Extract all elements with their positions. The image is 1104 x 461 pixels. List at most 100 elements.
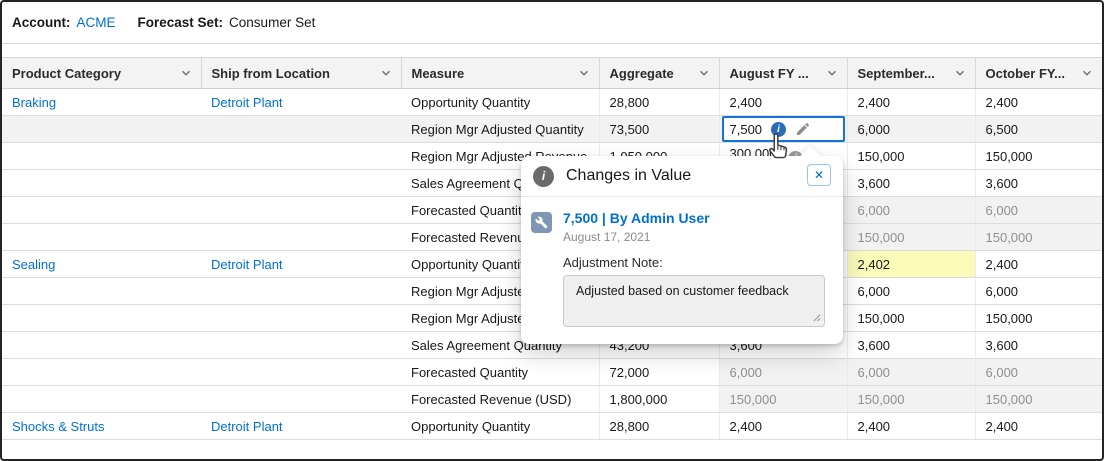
close-icon[interactable]: ✕: [807, 164, 831, 186]
aggregate-cell[interactable]: 28,800: [598, 88, 719, 116]
product-cell: [2, 142, 201, 170]
aggregate-cell[interactable]: 1,800,000: [598, 385, 719, 413]
product-cell: [2, 223, 201, 251]
chevron-down-icon[interactable]: [577, 66, 591, 80]
col-label: September...: [857, 65, 935, 81]
location-cell: [201, 385, 401, 413]
aggregate-cell[interactable]: 28,800: [598, 412, 719, 440]
chevron-down-icon[interactable]: [179, 66, 193, 80]
month-cell[interactable]: 3,600: [974, 169, 1102, 197]
location-cell: [201, 304, 401, 332]
change-entry: 7,500 | By Admin User August 17, 2021 Ad…: [563, 210, 825, 332]
adjustment-note-label: Adjustment Note:: [563, 255, 663, 270]
month-cell[interactable]: 3,600: [846, 331, 975, 359]
month-cell[interactable]: 150,000: [846, 142, 975, 170]
popover-body: 7,500 | By Admin User August 17, 2021 Ad…: [521, 197, 843, 332]
table-row: Forecasted Revenue (USD) 1,800,000 150,0…: [2, 385, 1102, 413]
aggregate-cell[interactable]: 73,500: [598, 115, 719, 143]
measure-cell: Forecasted Quantity: [401, 358, 599, 386]
table-row: Region Mgr Adjusted Revenue 1,950,000 30…: [2, 142, 1102, 170]
table-row: Braking Detroit Plant Opportunity Quanti…: [2, 88, 1102, 116]
location-cell: [201, 169, 401, 197]
pencil-icon[interactable]: [795, 121, 811, 137]
location-link[interactable]: Detroit Plant: [201, 88, 401, 116]
month-cell[interactable]: 2,400: [846, 88, 975, 116]
hand-cursor: [769, 133, 788, 159]
forecast-set-label: Forecast Set:: [137, 15, 224, 30]
product-cell: [2, 196, 201, 224]
readonly-month-cell: 150,000: [846, 223, 975, 251]
chevron-down-icon[interactable]: [1080, 66, 1094, 80]
col-label: August FY ...: [729, 65, 809, 81]
readonly-month-cell: 150,000: [718, 385, 847, 413]
measure-cell: Opportunity Quantity: [401, 88, 599, 116]
chevron-down-icon[interactable]: [697, 66, 711, 80]
month-cell[interactable]: 2,400: [718, 88, 847, 116]
account-label: Account:: [12, 15, 71, 30]
aggregate-cell[interactable]: 72,000: [598, 358, 719, 386]
product-link[interactable]: Braking: [2, 88, 201, 116]
change-value-link[interactable]: 7,500 | By Admin User: [563, 210, 710, 226]
month-cell[interactable]: 2,400: [974, 250, 1102, 278]
col-measure: Measure: [400, 57, 599, 89]
month-cell[interactable]: 3,600: [974, 331, 1102, 359]
location-cell: [201, 196, 401, 224]
product-link[interactable]: Sealing: [2, 250, 201, 278]
readonly-month-cell: 6,000: [974, 196, 1102, 224]
product-link[interactable]: Shocks & Struts: [2, 412, 201, 440]
popover-title: Changes in Value: [566, 167, 692, 184]
forecast-set-value: Consumer Set: [229, 15, 316, 30]
col-august: August FY ...: [718, 57, 847, 89]
context-bar: Account: ACME Forecast Set: Consumer Set: [2, 2, 1102, 44]
col-ship-from-location: Ship from Location: [200, 57, 401, 89]
col-label: Product Category: [12, 65, 122, 81]
product-cell: [2, 385, 201, 413]
resize-handle-icon[interactable]: [812, 313, 821, 322]
month-cell[interactable]: 2,400: [718, 412, 847, 440]
col-aggregate: Aggregate: [598, 57, 719, 89]
col-label: Ship from Location: [211, 65, 330, 81]
adjusted-month-cell[interactable]: 2,402: [846, 250, 975, 278]
month-cell[interactable]: 6,000: [846, 277, 975, 305]
readonly-month-cell: 6,000: [846, 196, 975, 224]
adjustment-note-field[interactable]: Adjusted based on customer feedback: [563, 275, 825, 327]
readonly-month-cell: 150,000: [974, 223, 1102, 251]
location-cell: [201, 142, 401, 170]
month-cell[interactable]: 6,000: [846, 115, 975, 143]
col-label: Measure: [411, 65, 465, 81]
location-link[interactable]: Detroit Plant: [201, 412, 401, 440]
chevron-down-icon[interactable]: [953, 66, 967, 80]
location-cell: [201, 223, 401, 251]
month-cell[interactable]: 6,000: [974, 277, 1102, 305]
readonly-month-cell: 6,000: [846, 358, 975, 386]
month-cell[interactable]: 150,000: [846, 304, 975, 332]
info-icon[interactable]: i: [771, 121, 787, 137]
product-cell: [2, 331, 201, 359]
table-row: Region Mgr Adjusted Quantity 73,500 7,50…: [2, 115, 1102, 143]
month-cell[interactable]: 150,000: [974, 304, 1102, 332]
month-cell[interactable]: 2,400: [846, 412, 975, 440]
month-cell[interactable]: 3,600: [846, 169, 975, 197]
wrench-icon: [531, 212, 552, 233]
selected-month-cell[interactable]: 7,500 i: [718, 115, 847, 143]
table-row: Shocks & Struts Detroit Plant Opportunit…: [2, 412, 1102, 440]
month-cell[interactable]: 2,400: [974, 88, 1102, 116]
month-cell[interactable]: 150,000: [974, 142, 1102, 170]
location-link[interactable]: Detroit Plant: [201, 250, 401, 278]
measure-cell: Opportunity Quantity: [401, 412, 599, 440]
col-product-category: Product Category: [2, 57, 201, 89]
readonly-month-cell: 6,000: [974, 358, 1102, 386]
location-cell: [201, 358, 401, 386]
readonly-month-cell: 6,000: [718, 358, 847, 386]
adjusted-month-cell[interactable]: 6,500: [974, 115, 1102, 143]
col-label: October FY...: [985, 65, 1065, 81]
chevron-down-icon[interactable]: [825, 66, 839, 80]
table-row: Forecasted Quantity 72,000 6,000 6,000 6…: [2, 358, 1102, 386]
chevron-down-icon[interactable]: [379, 66, 393, 80]
product-cell: [2, 358, 201, 386]
account-link[interactable]: ACME: [76, 15, 116, 30]
popover-header: i Changes in Value ✕: [521, 156, 843, 197]
location-cell: [201, 277, 401, 305]
month-cell[interactable]: 2,400: [974, 412, 1102, 440]
